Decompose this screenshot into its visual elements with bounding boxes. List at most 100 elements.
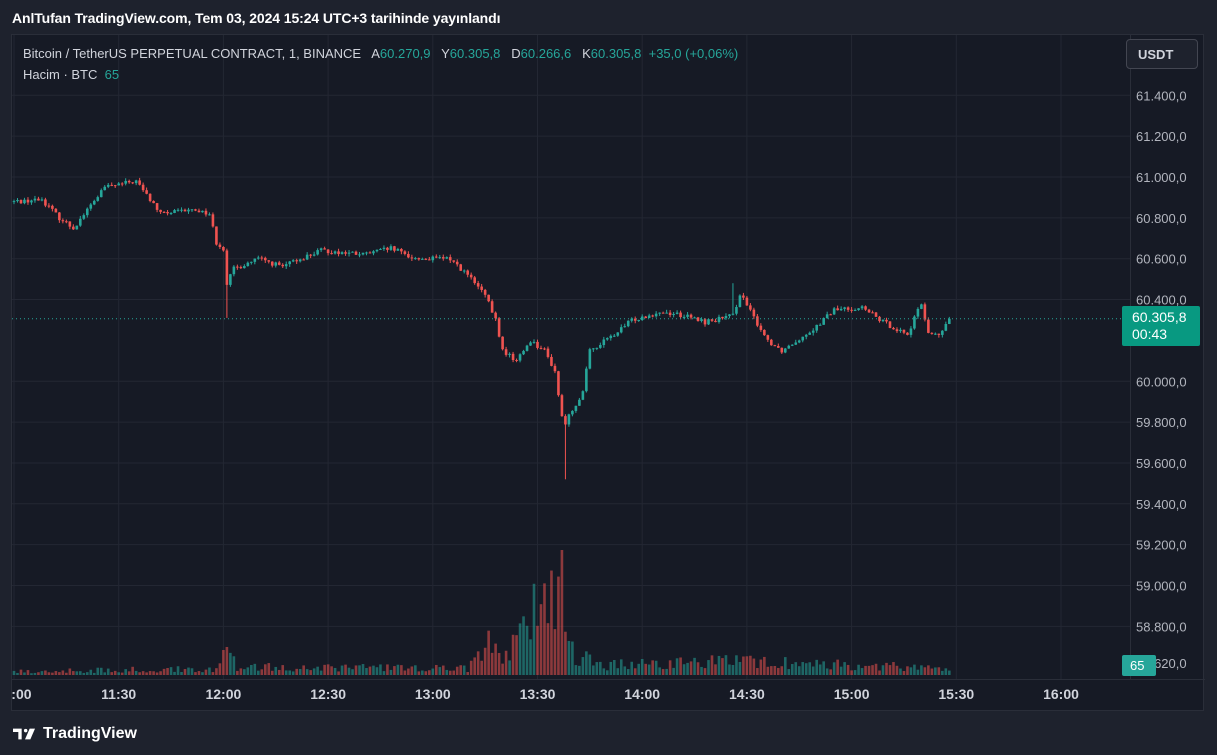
candle-body (239, 267, 243, 269)
candle-body (89, 204, 93, 209)
volume-bar (832, 662, 836, 675)
volume-bar (888, 665, 892, 675)
candle-body (480, 286, 483, 290)
candle-body (937, 333, 941, 335)
candle-body (365, 252, 368, 254)
volume-bar (941, 670, 944, 675)
chart-frame[interactable]: 61.400,0 61.200,0 61.000,0 60.800,0 60.600,0… (11, 34, 1205, 711)
volume-bar (948, 670, 951, 675)
candle-body (934, 333, 937, 335)
volume-bar (763, 656, 766, 675)
candle-body (169, 212, 173, 214)
volume-bar (473, 657, 476, 675)
candle-body (567, 414, 571, 425)
volume-bar (944, 668, 948, 675)
volume-bar (37, 672, 40, 675)
high-value: 60.305,8 (449, 46, 501, 61)
candle-body (152, 201, 155, 204)
tradingview-brand[interactable]: TradingView (13, 724, 137, 744)
time-tick-label: 16:00 (1043, 686, 1079, 702)
candle-body (857, 308, 860, 311)
chart-canvas[interactable]: 61.400,0 61.200,0 61.000,0 60.800,0 60.600,0… (12, 35, 1203, 710)
candle-body (99, 190, 103, 198)
volume-bar (298, 669, 302, 675)
volume-bar (864, 665, 867, 675)
volume-bar (637, 663, 641, 675)
time-tick-label: 12:00 (205, 686, 241, 702)
candle-body (211, 214, 215, 227)
volume-bar (581, 657, 585, 675)
candle-body (759, 325, 763, 330)
volume-bar (640, 658, 644, 675)
volume-bar (295, 668, 298, 675)
candle-body (455, 261, 459, 265)
volume-bar (874, 663, 878, 675)
volume-bar (354, 665, 358, 675)
open-label: A (371, 46, 380, 61)
symbol-title[interactable]: Bitcoin / TetherUS PERPETUAL CONTRACT, 1… (23, 46, 362, 61)
volume-bar (749, 655, 752, 675)
bar-countdown: 00:43 (1132, 326, 1168, 342)
candle-body (609, 335, 613, 339)
volume-bar (532, 583, 536, 675)
volume-bar (728, 664, 731, 675)
candle-body (633, 318, 637, 321)
volume-bar (672, 667, 675, 675)
candle-body (665, 312, 668, 314)
candle-body (340, 252, 344, 255)
volume-bar (267, 663, 271, 675)
volume-bar (515, 635, 518, 675)
volume-bar (543, 583, 546, 675)
candle-body (815, 324, 818, 331)
candle-body (330, 253, 333, 255)
price-tick-label: 60.400,0 (1136, 293, 1187, 308)
candle-body (644, 316, 647, 319)
volume-bar (836, 659, 839, 675)
volume-bar (302, 665, 305, 675)
candle-body (452, 260, 456, 262)
candle-body (281, 264, 285, 267)
volume-bar (96, 667, 100, 675)
volume-bar (382, 671, 386, 675)
candle-body (696, 317, 700, 322)
volume-bar (839, 666, 843, 675)
volume-bar (585, 651, 588, 675)
volume-bar (731, 665, 735, 675)
currency-button[interactable]: USDT (1126, 39, 1198, 69)
candle-body (372, 251, 375, 254)
candle-body (260, 257, 264, 259)
time-tick-label: 14:00 (624, 686, 660, 702)
volume-bar (661, 669, 665, 675)
volume-bar (47, 672, 51, 675)
volume-label[interactable]: Hacim · BTC (23, 67, 98, 82)
candle-body (431, 256, 435, 261)
volume-bar (410, 666, 414, 675)
volume-bar (815, 659, 818, 675)
candle-body (302, 259, 305, 261)
candle-body (871, 312, 874, 314)
candle-body (916, 308, 920, 317)
candle-body (65, 221, 68, 223)
candle-body (291, 260, 295, 262)
volume-bar (773, 666, 777, 675)
volume-bar (759, 659, 763, 675)
candle-body (808, 332, 812, 335)
candle-body (215, 226, 218, 245)
volume-bar (902, 671, 906, 675)
candle-body (501, 336, 504, 350)
volume-bar (82, 672, 86, 675)
candle-body (818, 324, 822, 326)
candle-body (19, 200, 23, 204)
candle-body (312, 254, 316, 256)
candle-body (763, 329, 766, 336)
candle-body (787, 345, 791, 349)
candle-body (944, 323, 948, 331)
volume-bar (700, 666, 703, 675)
candle-body (375, 249, 379, 252)
candle-body (923, 304, 927, 320)
candle-body (518, 354, 522, 361)
volume-bar (75, 671, 79, 675)
volume-bar (421, 670, 424, 675)
volume-bar (892, 662, 895, 675)
volume-bar (23, 672, 26, 675)
